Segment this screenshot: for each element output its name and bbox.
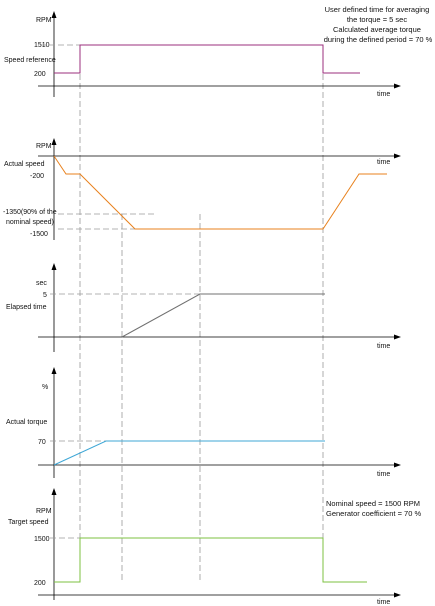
series-label: Speed reference	[4, 57, 56, 64]
y-axis-arrow	[51, 11, 57, 18]
tick-minus-1350-line-2: nominal speed)	[6, 219, 54, 226]
unit-label: RPM	[36, 508, 52, 515]
target-speed-trace	[54, 537, 367, 583]
panel-target-speed: RPM Target speed 1500 200 time	[8, 488, 401, 606]
actual-speed-trace	[53, 155, 387, 230]
tick-1510: 1510	[34, 42, 50, 49]
series-label: Actual torque	[6, 419, 47, 426]
panel-actual-torque: % Actual torque 70 time	[6, 367, 401, 478]
nominal-speed-note-line-2: Generator coefficient = 70 %	[326, 509, 421, 518]
panel-actual-speed: RPM Actual speed -200 -1350(90% of the n…	[3, 138, 401, 240]
time-label: time	[377, 599, 390, 606]
unit-label: sec	[36, 280, 47, 287]
tick-minus-200: -200	[30, 173, 44, 180]
averaging-note-line-3: Calculated average torque	[333, 25, 421, 34]
averaging-note-line-4: during the defined period = 70 %	[324, 35, 433, 44]
panel-speed-reference: RPM Speed reference 1510 200 time	[4, 11, 401, 98]
tick-200: 200	[34, 580, 46, 587]
unit-label: RPM	[36, 17, 52, 24]
nominal-speed-note: Nominal speed = 1500 RPM Generator coeff…	[326, 499, 422, 518]
unit-label: RPM	[36, 143, 52, 150]
tick-200: 200	[34, 71, 46, 78]
time-label: time	[377, 471, 390, 478]
time-guides	[79, 74, 324, 582]
speed-reference-trace	[54, 44, 360, 74]
series-label: Elapsed time	[6, 304, 47, 311]
x-axis-arrow	[394, 334, 401, 340]
time-label: time	[377, 159, 390, 166]
x-axis-arrow	[394, 592, 401, 598]
y-axis-arrow	[51, 263, 57, 270]
y-axis-arrow	[51, 138, 57, 145]
tick-minus-1350-line-1: -1350(90% of the	[3, 209, 57, 216]
averaging-note-line-1: User defined time for averaging	[325, 5, 430, 14]
series-label: Actual speed	[4, 161, 45, 168]
tick-70: 70	[38, 439, 46, 446]
x-axis-arrow	[394, 462, 401, 468]
y-axis-arrow	[51, 488, 57, 495]
tick-1500: 1500	[34, 536, 50, 543]
x-axis-arrow	[394, 83, 401, 89]
time-label: time	[377, 91, 390, 98]
nominal-speed-note-line-1: Nominal speed = 1500 RPM	[326, 499, 420, 508]
averaging-note: User defined time for averaging the torq…	[324, 5, 433, 44]
x-axis-arrow	[394, 153, 401, 159]
y-axis-arrow	[51, 367, 57, 374]
panel-elapsed-time: sec Elapsed time 5 time	[6, 263, 401, 352]
time-label: time	[377, 343, 390, 350]
actual-torque-trace	[53, 440, 325, 466]
unit-label: %	[42, 384, 48, 391]
averaging-note-line-2: the torque = 5 sec	[347, 15, 407, 24]
tick-5: 5	[43, 292, 47, 299]
tick-minus-1500: -1500	[30, 231, 48, 238]
series-label: Target speed	[8, 519, 49, 526]
elapsed-time-trace	[121, 293, 325, 338]
